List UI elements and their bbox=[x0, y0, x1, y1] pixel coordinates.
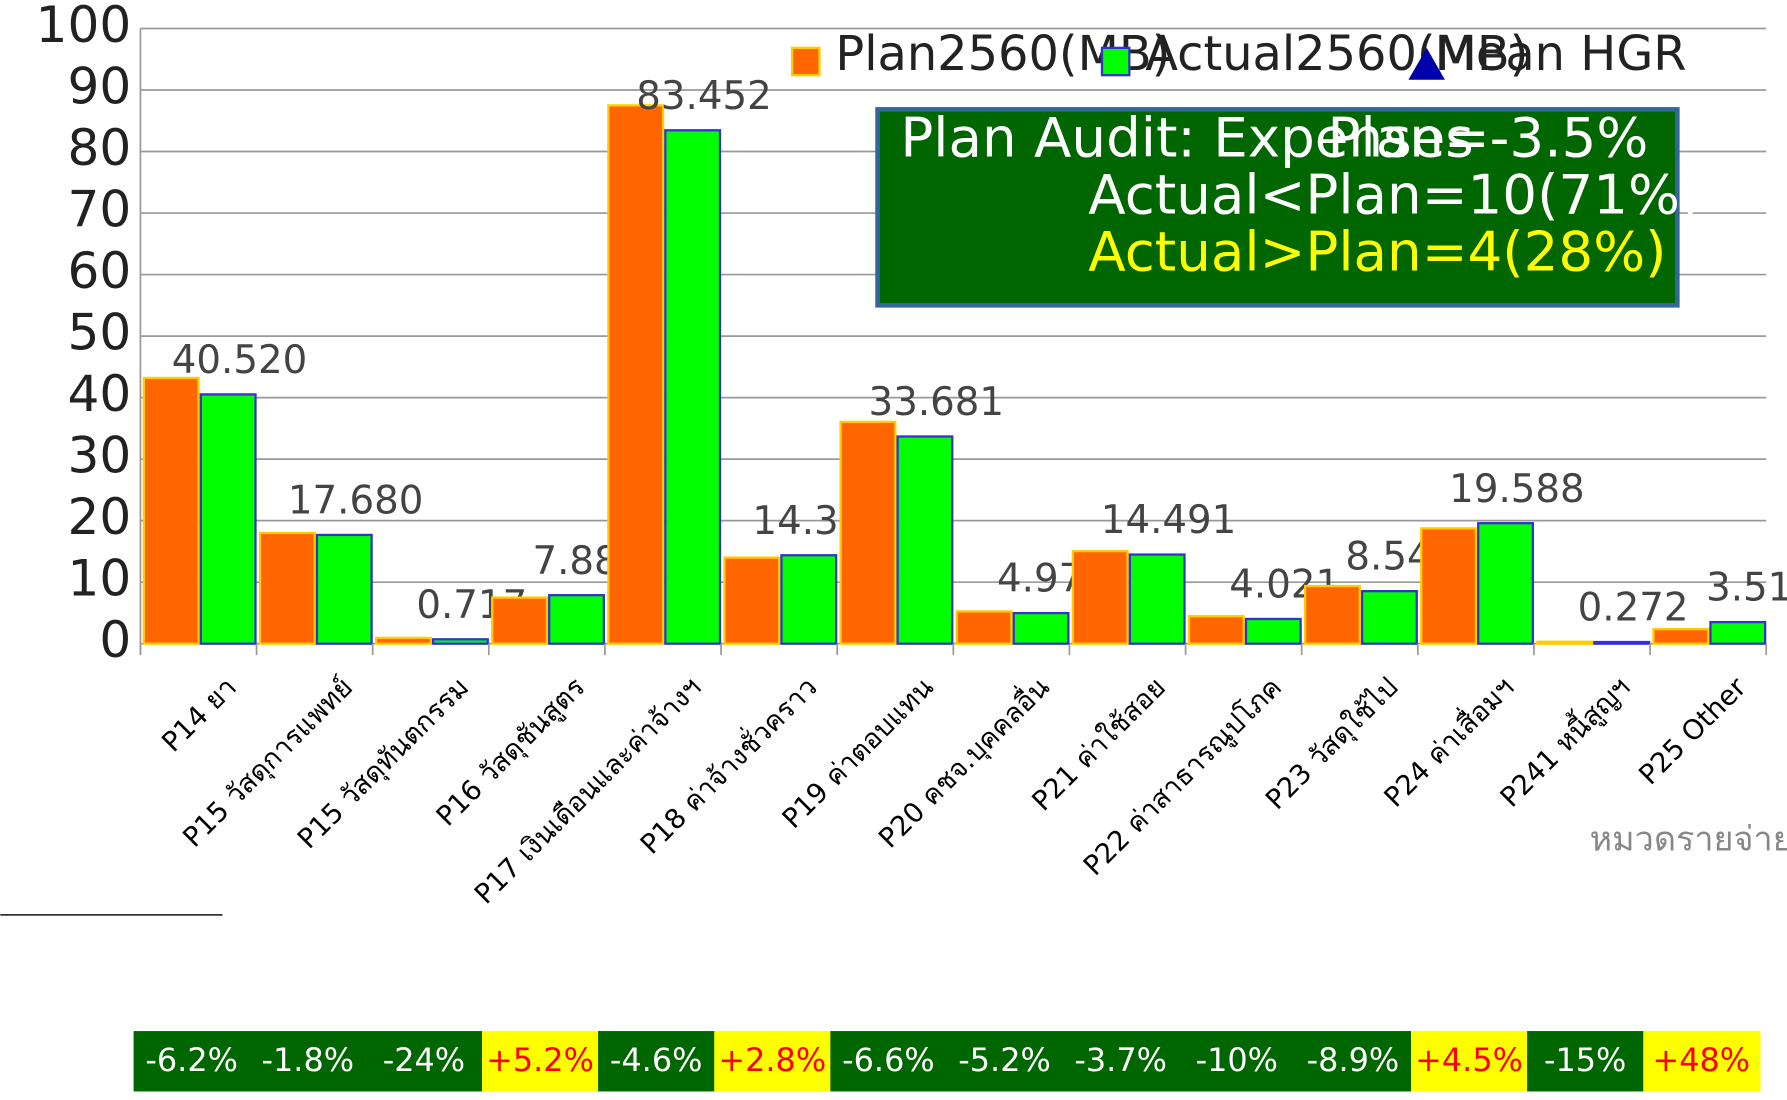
data-label: 33.681 bbox=[869, 380, 1004, 425]
annotation-box bbox=[875, 107, 1680, 308]
data-label: 19.588 bbox=[1449, 467, 1584, 512]
bar bbox=[1652, 627, 1710, 645]
difference-cell bbox=[830, 1031, 948, 1092]
bar bbox=[142, 376, 200, 645]
difference-cell bbox=[1410, 1031, 1529, 1092]
difference-label: +4.5% bbox=[1415, 1041, 1523, 1079]
bar bbox=[1420, 527, 1478, 645]
y-tick-label: 0 bbox=[99, 610, 131, 669]
y-tick-label: 100 bbox=[36, 0, 132, 54]
bar bbox=[1709, 620, 1767, 645]
legend-swatch bbox=[1408, 47, 1445, 80]
bar bbox=[955, 610, 1013, 645]
bar bbox=[1360, 590, 1418, 645]
difference-cell bbox=[1178, 1031, 1296, 1092]
x-tick-label: P17 เงินเดือนและค่าจ้างฯ bbox=[469, 672, 707, 910]
legend-swatch bbox=[790, 46, 821, 77]
y-tick-label: 80 bbox=[68, 118, 132, 177]
bar bbox=[199, 393, 257, 645]
difference-label: -6.2% bbox=[145, 1041, 238, 1079]
legend-label: Actual2560(MB) bbox=[1145, 27, 1528, 82]
legend-swatch bbox=[1100, 46, 1131, 77]
data-label: 14.491 bbox=[1101, 498, 1236, 543]
legend-label: Mean HGR bbox=[1435, 27, 1687, 82]
difference-cell bbox=[1062, 1031, 1180, 1092]
y-tick-label: 10 bbox=[68, 549, 132, 608]
difference-cell bbox=[1527, 1031, 1645, 1092]
difference-cell bbox=[365, 1031, 484, 1092]
difference-label: +5.2% bbox=[486, 1041, 594, 1079]
bar bbox=[1303, 584, 1361, 645]
difference-label: -24% bbox=[383, 1041, 465, 1079]
y-tick-label: 90 bbox=[68, 57, 132, 116]
bar bbox=[548, 594, 606, 645]
bar bbox=[1477, 522, 1535, 645]
difference-label: -8.9% bbox=[1307, 1041, 1400, 1079]
difference-cell bbox=[946, 1031, 1064, 1092]
difference-cell bbox=[598, 1031, 716, 1092]
bar bbox=[1187, 615, 1245, 645]
difference-cell bbox=[1294, 1031, 1413, 1092]
bar bbox=[374, 636, 432, 645]
annotation-line: Actual<Plan=10(71%) bbox=[1088, 162, 1701, 226]
y-tick-label: 30 bbox=[68, 426, 132, 485]
bar bbox=[431, 638, 489, 645]
difference-cell bbox=[133, 1031, 251, 1092]
difference-cell bbox=[1643, 1031, 1761, 1092]
difference-label: +48% bbox=[1652, 1041, 1750, 1079]
data-label: 0.272 bbox=[1578, 586, 1689, 631]
difference-label: -3.7% bbox=[1074, 1041, 1167, 1079]
difference-label: -5.2% bbox=[958, 1041, 1051, 1079]
bar bbox=[1012, 611, 1070, 645]
bar bbox=[780, 554, 838, 645]
x-tick-label: P14 ยา bbox=[156, 672, 242, 758]
bar bbox=[1128, 553, 1186, 645]
bar bbox=[1593, 640, 1651, 645]
x-tick-label: P22 ค่าสาธารณูปโภค bbox=[1077, 671, 1288, 882]
annotation-line: Plan=-3.5% bbox=[1328, 105, 1649, 169]
data-label: 83.452 bbox=[636, 74, 771, 119]
difference-label: -1.8% bbox=[262, 1041, 355, 1079]
difference-cell bbox=[249, 1031, 367, 1092]
bar bbox=[1244, 617, 1302, 645]
bar bbox=[896, 435, 954, 645]
annotation-line: Actual>Plan=4(28%) bbox=[1088, 219, 1666, 283]
y-tick-label: 70 bbox=[68, 180, 132, 239]
data-label: 40.520 bbox=[172, 338, 307, 383]
difference-cell bbox=[714, 1031, 832, 1092]
difference-label: -4.6% bbox=[610, 1041, 703, 1079]
y-tick-label: 50 bbox=[68, 303, 132, 362]
annotation-title: Plan Audit: Expenses bbox=[900, 105, 1473, 169]
bar bbox=[258, 531, 316, 645]
data-label: 17.680 bbox=[288, 479, 423, 524]
y-tick-label: 40 bbox=[68, 364, 132, 423]
difference-label: +2.8% bbox=[718, 1041, 826, 1079]
y-tick-label: 20 bbox=[68, 487, 132, 546]
difference-cell bbox=[481, 1031, 600, 1092]
bar bbox=[1536, 640, 1594, 645]
difference-label: -15% bbox=[1544, 1041, 1626, 1079]
data-label: 3.51 bbox=[1706, 566, 1787, 611]
bar bbox=[723, 556, 781, 645]
x-axis-label: หมวดรายจ่าย bbox=[1590, 819, 1787, 859]
bar bbox=[607, 104, 665, 645]
bar bbox=[664, 129, 722, 645]
difference-label: -6.6% bbox=[842, 1041, 935, 1079]
bar bbox=[315, 533, 373, 645]
x-tick-label: P25 Other bbox=[1633, 671, 1753, 791]
bar bbox=[1071, 549, 1129, 645]
y-tick-label: 60 bbox=[68, 241, 132, 300]
bar bbox=[491, 596, 549, 645]
bar bbox=[839, 420, 897, 645]
difference-label: -10% bbox=[1196, 1041, 1278, 1079]
